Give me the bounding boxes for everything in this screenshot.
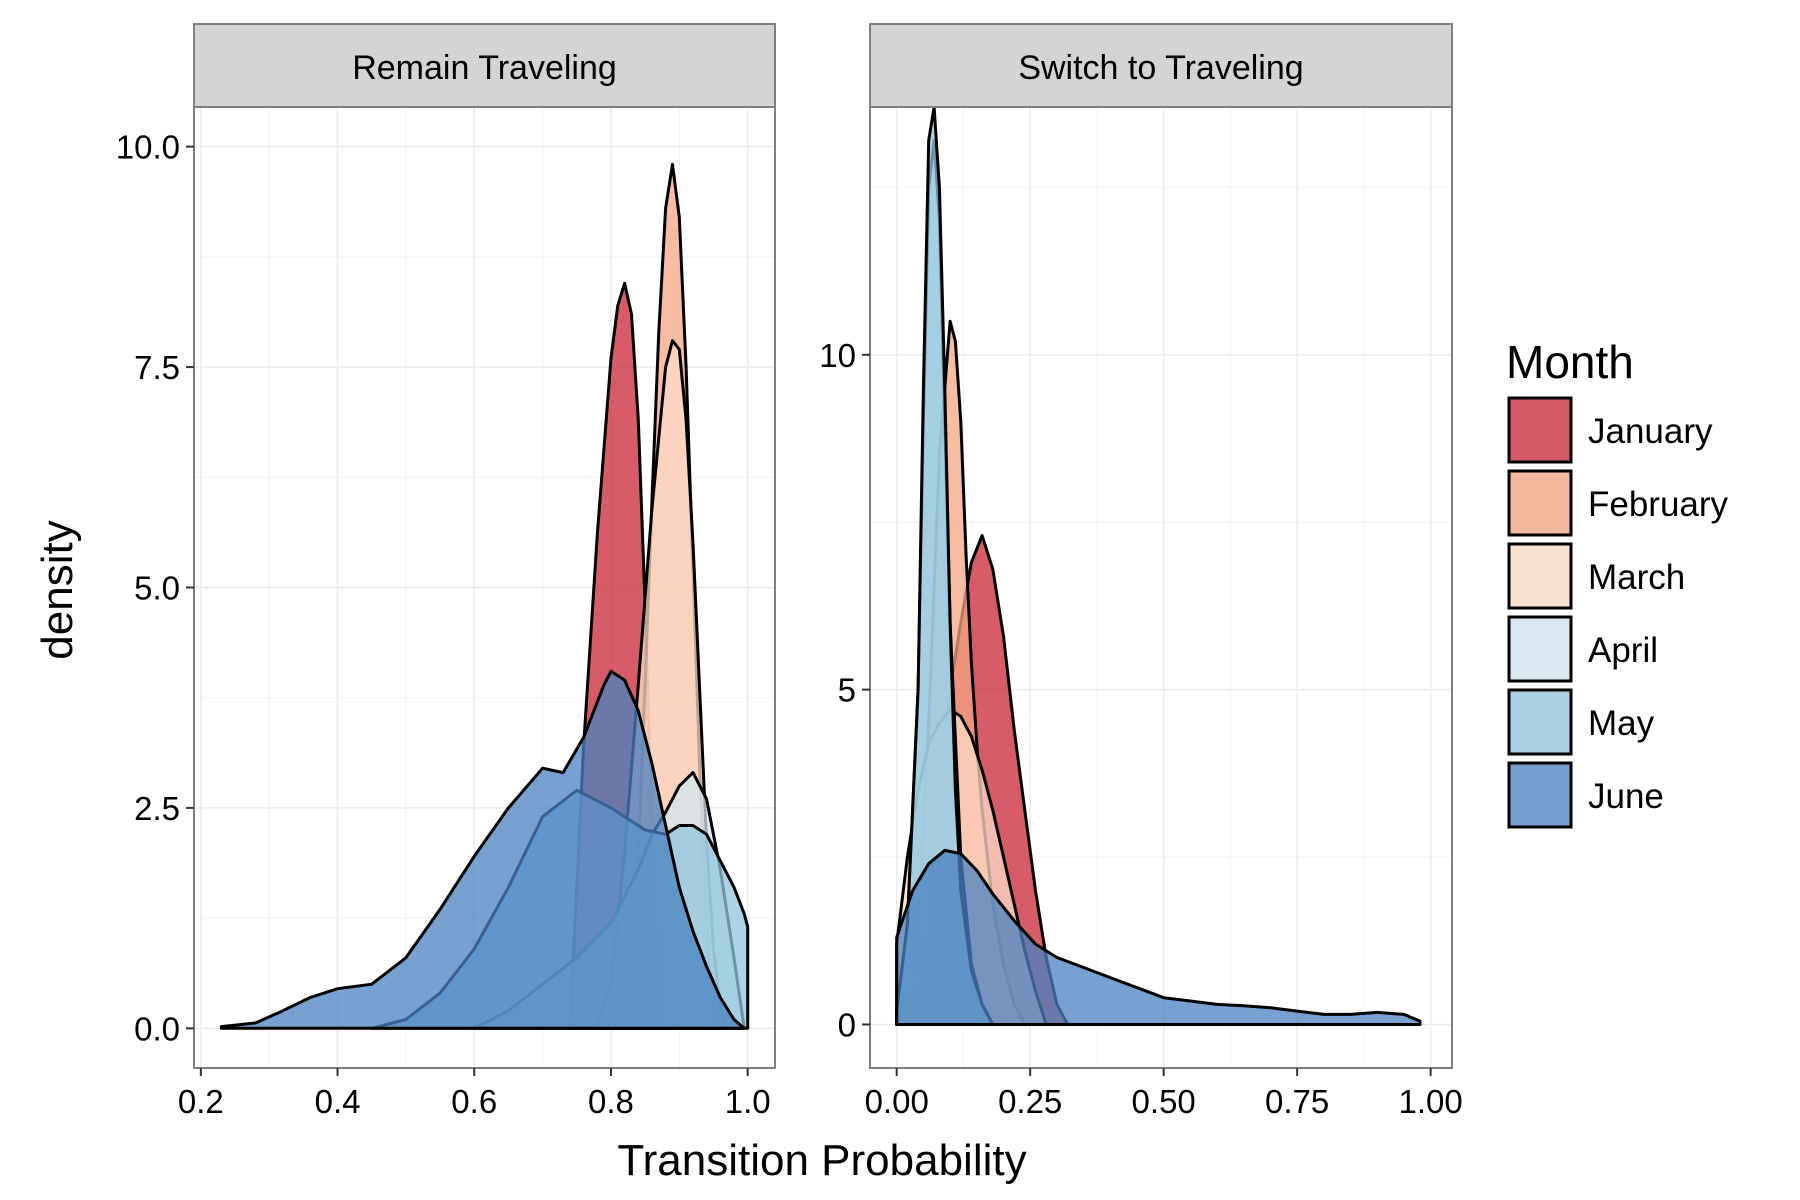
density-areas: [219, 162, 750, 1030]
x-axis: 0.2 0.4 0.6 0.8 1.0: [178, 1068, 771, 1120]
legend-label-april: April: [1588, 631, 1658, 670]
legend-label-june: June: [1588, 777, 1664, 816]
strip-background: [193, 23, 776, 108]
legend-label-february: February: [1588, 485, 1729, 524]
legend-label-may: May: [1588, 704, 1655, 743]
x-tick-label: 0.2: [178, 1083, 224, 1120]
panel-remain-traveling: Remain Traveling 0.2 0.4 0.6 0.8 1.0 0.0 2.5 5.0…: [116, 23, 776, 1120]
x-axis: 0.00 0.25 0.50 0.75 1.00: [865, 1068, 1463, 1120]
legend-key-march: [1507, 542, 1573, 610]
legend-label-january: January: [1588, 412, 1713, 451]
x-tick-label: 0.75: [1265, 1083, 1329, 1120]
legend-title: Month: [1506, 336, 1634, 388]
legend: Month January February March April May June: [1506, 336, 1729, 829]
legend-key-june: [1507, 761, 1573, 829]
y-tick-label: 10: [819, 337, 856, 374]
x-tick-label: 0.50: [1132, 1083, 1196, 1120]
y-axis: 0.0 2.5 5.0 7.5 10.0: [116, 129, 194, 1047]
legend-key-may: [1507, 688, 1573, 756]
strip-background: [869, 23, 1453, 108]
density-areas: [895, 105, 1422, 1026]
x-tick-label: 1.0: [725, 1083, 771, 1120]
y-tick-label: 5: [838, 672, 856, 709]
strip-label: Switch to Traveling: [1018, 49, 1303, 87]
legend-key-april: [1507, 615, 1573, 683]
x-tick-label: 0.8: [588, 1083, 634, 1120]
y-tick-label: 0.0: [134, 1010, 180, 1047]
density-area-june: [895, 848, 1422, 1026]
y-tick-label: 0: [838, 1006, 856, 1043]
x-tick-label: 0.00: [865, 1083, 929, 1120]
x-tick-label: 1.00: [1399, 1083, 1463, 1120]
legend-key-january: [1507, 396, 1573, 464]
x-tick-label: 0.6: [451, 1083, 497, 1120]
y-axis-title: density: [33, 520, 82, 659]
y-axis: 0 5 10: [819, 337, 870, 1043]
y-tick-label: 10.0: [116, 129, 180, 166]
y-tick-label: 5.0: [134, 570, 180, 607]
x-tick-label: 0.25: [998, 1083, 1062, 1120]
legend-label-march: March: [1588, 558, 1685, 597]
density-area-june: [219, 669, 746, 1030]
x-axis-title: Transition Probability: [617, 1136, 1026, 1185]
strip-label: Remain Traveling: [352, 49, 617, 87]
y-tick-label: 2.5: [134, 790, 180, 827]
y-tick-label: 7.5: [134, 349, 180, 386]
x-tick-label: 0.4: [315, 1083, 361, 1120]
legend-key-february: [1507, 469, 1573, 537]
